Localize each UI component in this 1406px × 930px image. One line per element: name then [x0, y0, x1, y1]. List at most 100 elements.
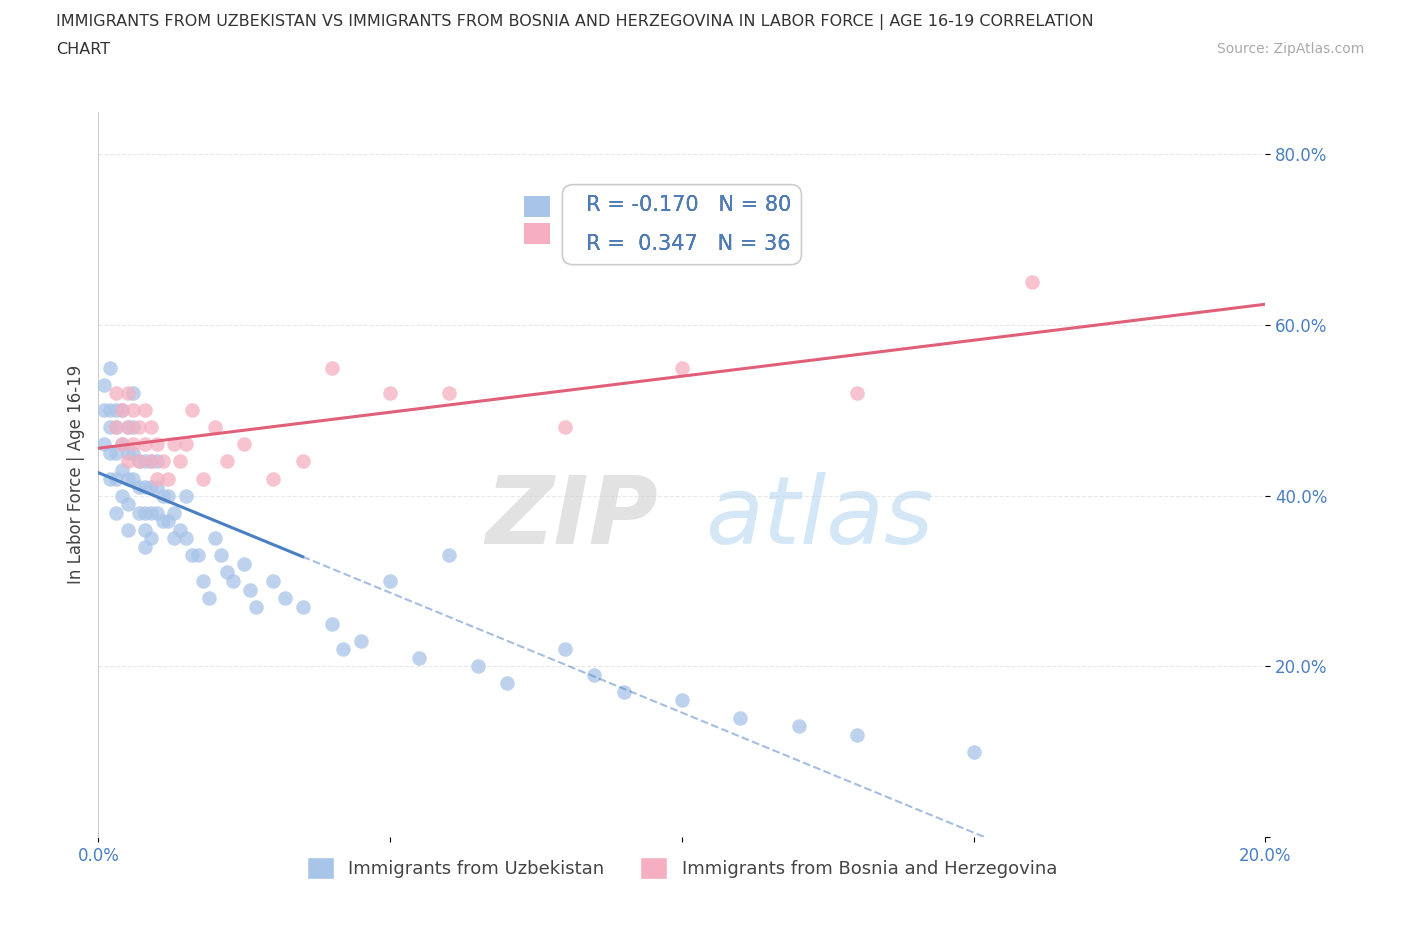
Point: [98, 445, 121, 460]
Point: [187, 548, 209, 563]
Point: [152, 488, 174, 503]
Point: [146, 480, 169, 495]
Point: [204, 420, 226, 435]
Point: [139, 531, 162, 546]
Point: [146, 454, 169, 469]
Point: [104, 386, 127, 401]
Point: [117, 472, 139, 486]
Point: [163, 437, 186, 452]
Point: [146, 472, 169, 486]
Point: [117, 420, 139, 435]
Text: IMMIGRANTS FROM UZBEKISTAN VS IMMIGRANTS FROM BOSNIA AND HERZEGOVINA IN LABOR FO: IMMIGRANTS FROM UZBEKISTAN VS IMMIGRANTS…: [56, 14, 1094, 30]
Point: [134, 480, 156, 495]
Point: [157, 472, 180, 486]
Point: [321, 617, 343, 631]
Point: [496, 676, 519, 691]
Point: [122, 386, 145, 401]
Point: [174, 531, 197, 546]
Point: [962, 744, 984, 759]
Point: [117, 386, 139, 401]
Point: [239, 582, 262, 597]
Y-axis label: In Labor Force | Age 16-19: In Labor Force | Age 16-19: [66, 365, 84, 584]
Point: [122, 472, 145, 486]
Point: [98, 403, 121, 418]
Point: [128, 454, 150, 469]
Point: [174, 488, 197, 503]
Point: [262, 472, 284, 486]
Point: [122, 420, 145, 435]
Point: [198, 591, 221, 605]
Point: [134, 523, 156, 538]
Point: [152, 454, 174, 469]
Point: [291, 599, 314, 614]
Point: [163, 531, 186, 546]
Point: [332, 642, 354, 657]
Point: [180, 403, 202, 418]
Point: [93, 378, 115, 392]
Point: [846, 727, 869, 742]
Point: [437, 548, 460, 563]
Point: [215, 565, 238, 580]
Point: [111, 488, 134, 503]
Point: [554, 420, 576, 435]
Point: [612, 684, 634, 699]
Point: [152, 513, 174, 528]
Point: [98, 472, 121, 486]
Point: [146, 437, 169, 452]
Point: [117, 523, 139, 538]
Point: [671, 360, 693, 375]
Point: [98, 420, 121, 435]
Point: [209, 548, 232, 563]
Point: [157, 513, 180, 528]
Point: [215, 454, 238, 469]
Point: [93, 403, 115, 418]
Point: [350, 633, 373, 648]
Point: [139, 420, 162, 435]
Point: [233, 556, 256, 571]
Point: [193, 574, 215, 589]
Point: [139, 454, 162, 469]
Point: [111, 403, 134, 418]
Text: R = -0.170   N = 80
  R =  0.347   N = 36: R = -0.170 N = 80 R = 0.347 N = 36: [572, 195, 792, 254]
Point: [134, 454, 156, 469]
Point: [111, 403, 134, 418]
Point: [233, 437, 256, 452]
Point: [163, 505, 186, 520]
Point: [117, 497, 139, 512]
Text: R = -0.170   N = 80
  R =  0.347   N = 36: R = -0.170 N = 80 R = 0.347 N = 36: [572, 195, 792, 254]
Point: [245, 599, 267, 614]
FancyBboxPatch shape: [524, 196, 550, 217]
Point: [554, 642, 576, 657]
Text: atlas: atlas: [706, 472, 934, 564]
Point: [139, 480, 162, 495]
Point: [111, 437, 134, 452]
Point: [139, 505, 162, 520]
Point: [274, 591, 297, 605]
Point: [111, 437, 134, 452]
Point: [128, 420, 150, 435]
Point: [408, 650, 430, 665]
Point: [221, 574, 243, 589]
Point: [204, 531, 226, 546]
Text: ZIP: ZIP: [485, 472, 658, 564]
Point: [730, 711, 752, 725]
Point: [134, 539, 156, 554]
Point: [846, 386, 869, 401]
Point: [380, 574, 402, 589]
Point: [174, 437, 197, 452]
Point: [380, 386, 402, 401]
Point: [104, 420, 127, 435]
Point: [787, 719, 810, 734]
Point: [134, 403, 156, 418]
Point: [104, 420, 127, 435]
Point: [128, 480, 150, 495]
Point: [1021, 275, 1043, 290]
Point: [98, 360, 121, 375]
Point: [321, 360, 343, 375]
FancyBboxPatch shape: [524, 223, 550, 244]
Point: [134, 437, 156, 452]
Point: [104, 505, 127, 520]
Legend: Immigrants from Uzbekistan, Immigrants from Bosnia and Herzegovina: Immigrants from Uzbekistan, Immigrants f…: [299, 849, 1064, 886]
Point: [117, 420, 139, 435]
Point: [122, 437, 145, 452]
